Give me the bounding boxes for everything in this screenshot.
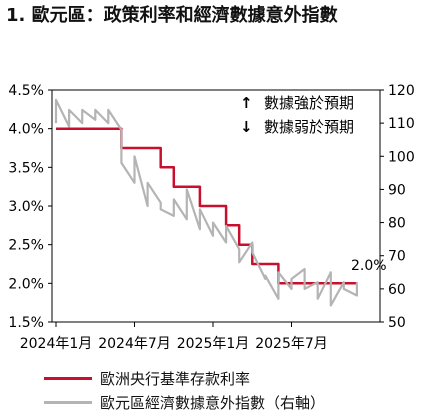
- down-arrow-icon: ↓: [240, 118, 253, 136]
- right-tick-label: 90: [388, 182, 406, 198]
- left-tick-label: 3.0%: [8, 199, 44, 215]
- right-tick-label: 70: [388, 249, 406, 265]
- right-tick-label: 120: [388, 83, 415, 99]
- x-tick-label: 2024年7月: [98, 336, 171, 352]
- legend-swatch-rate: [44, 376, 92, 380]
- legend-item-index: 歐元區經濟數據意外指數（右軸）: [44, 392, 325, 412]
- right-tick-label: 100: [388, 149, 415, 165]
- chart-title: 1. 歐元區：政策利率和經濟數據意外指數: [6, 5, 338, 26]
- legend-label-index: 歐元區經濟數據意外指數（右軸）: [100, 393, 326, 412]
- left-tick-label: 3.5%: [8, 160, 44, 176]
- legend-swatch-index: [44, 400, 92, 404]
- series-line-policy-rate: [56, 127, 357, 285]
- left-tick-label: 2.0%: [8, 276, 44, 292]
- x-tick-label: 2025年7月: [255, 336, 328, 352]
- right-tick-label: 50: [388, 315, 406, 331]
- legend-label-rate: 歐洲央行基準存款利率: [100, 369, 251, 388]
- left-tick-label: 4.5%: [8, 83, 44, 99]
- up-arrow-icon: ↑: [240, 94, 253, 112]
- x-tick-label: 2024年1月: [20, 336, 93, 352]
- annotation-up: 數據強於預期: [264, 94, 354, 112]
- left-tick-label: 1.5%: [8, 315, 44, 331]
- right-tick-label: 110: [388, 116, 415, 132]
- x-tick-label: 2025年1月: [177, 336, 250, 352]
- right-tick-label: 80: [388, 216, 406, 232]
- legend-item-rate: 歐洲央行基準存款利率: [44, 368, 250, 388]
- left-tick-label: 4.0%: [8, 122, 44, 138]
- left-tick-label: 2.5%: [8, 238, 44, 254]
- right-tick-label: 60: [388, 282, 406, 298]
- rate-data-label: 2.0%: [351, 258, 387, 274]
- series-line-surprise-index: [54, 98, 358, 307]
- annotation-down: 數據弱於預期: [264, 118, 354, 136]
